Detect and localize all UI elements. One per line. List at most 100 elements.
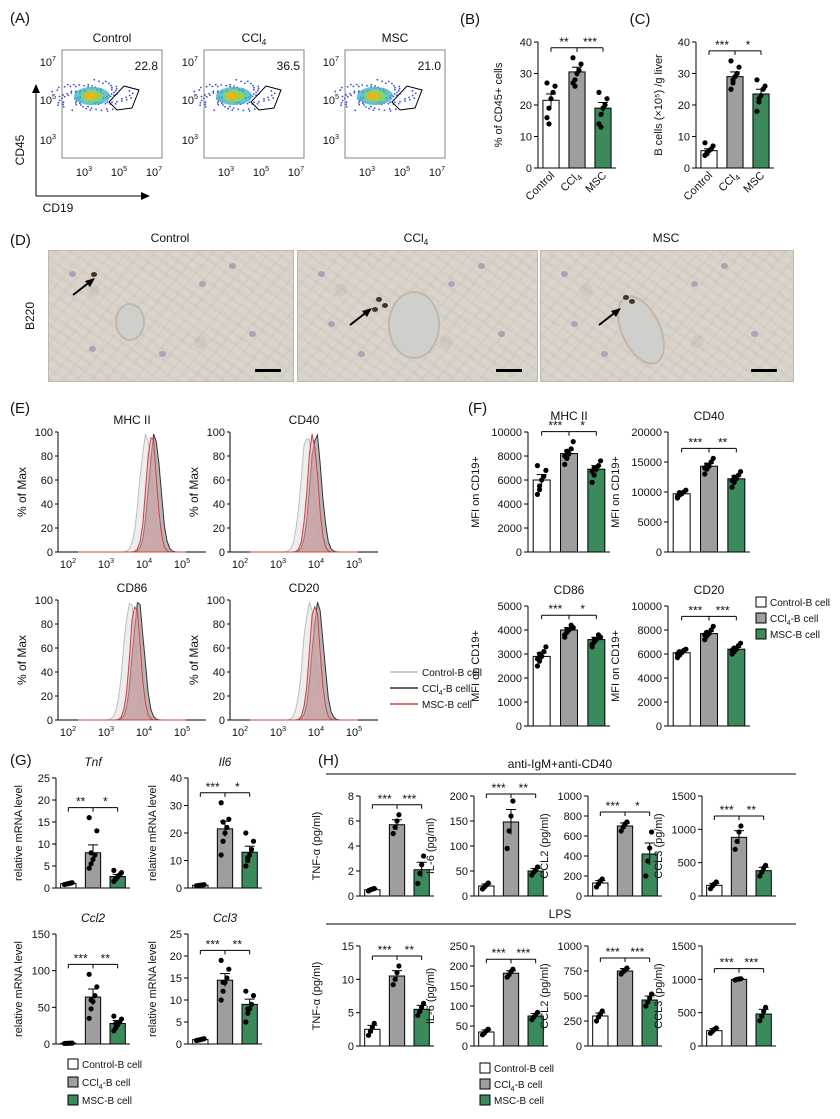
flow-event <box>80 104 82 106</box>
flow-event <box>340 104 343 107</box>
flow-event <box>370 83 373 86</box>
bar <box>727 478 746 553</box>
y-tick-label: 1000 <box>558 791 582 803</box>
flow-event <box>229 83 232 86</box>
flow-event <box>257 87 260 90</box>
bar <box>700 465 718 553</box>
data-point <box>683 646 689 652</box>
data-point <box>737 640 744 646</box>
data-point <box>510 798 516 804</box>
data-point <box>761 1008 767 1014</box>
flow-event <box>56 89 59 91</box>
panel-letter-g: (G) <box>10 752 32 769</box>
data-point <box>546 121 552 127</box>
sig-label: *** <box>206 780 220 794</box>
y-tick-label: 1000 <box>672 824 696 836</box>
histogram-title: CD20 <box>289 581 320 595</box>
data-point <box>220 819 226 825</box>
data-point <box>552 83 558 89</box>
panel-letter-b: (B) <box>460 11 480 28</box>
bar <box>672 652 691 727</box>
micrograph-ccl4 <box>297 250 538 382</box>
y-tick-label: 0 <box>462 1041 468 1053</box>
y-tick-label: 8000 <box>498 451 522 463</box>
data-point <box>589 479 595 485</box>
y-tick-label: 20 <box>41 523 53 535</box>
micrograph-title: Control <box>151 231 190 245</box>
y-tick-label: 2000 <box>498 523 522 535</box>
flow-event <box>204 94 206 96</box>
data-point <box>415 1012 421 1018</box>
y-tick-label: 20 <box>213 523 225 535</box>
histogram-title: MHC II <box>113 413 150 427</box>
data-point <box>568 446 574 452</box>
flow-event <box>350 94 353 97</box>
legend-swatch <box>67 1094 79 1106</box>
data-point <box>245 1010 251 1016</box>
data-point <box>485 1026 491 1032</box>
flow-event <box>358 103 361 106</box>
data-point <box>218 997 224 1003</box>
sig-label: *** <box>630 945 644 959</box>
y-axis-label: B cells (×10⁵) /g liver <box>653 54 665 156</box>
sig-label: *** <box>720 956 734 970</box>
gate-percentage: 36.5 <box>277 59 301 73</box>
sig-label: * <box>635 799 640 813</box>
data-point <box>572 77 578 83</box>
data-point <box>736 829 742 835</box>
data-point <box>676 649 683 655</box>
data-point <box>224 975 230 981</box>
flow-event <box>58 95 61 98</box>
y-tick-label: 105 <box>40 93 56 107</box>
data-point <box>762 1004 769 1010</box>
flow-event <box>349 92 351 95</box>
data-point <box>589 641 595 648</box>
data-point <box>757 873 763 879</box>
data-point <box>536 651 543 657</box>
y-tick-label: 50 <box>456 866 468 878</box>
x-tick-label: 105 <box>346 557 362 571</box>
y-tick-label: 8000 <box>638 625 662 637</box>
data-point <box>541 473 547 479</box>
sig-label: *** <box>206 937 220 951</box>
y-tick-label: 5 <box>348 1008 354 1020</box>
flow-event <box>233 85 236 87</box>
data-point <box>485 880 491 886</box>
flow-event <box>204 105 207 108</box>
y-tick-label: 0 <box>176 883 182 895</box>
flow-event <box>82 105 84 108</box>
flow-density-core <box>85 92 95 100</box>
y-tick-label: 107 <box>323 55 339 69</box>
chart-title: CD40 <box>694 409 725 423</box>
data-point <box>546 105 552 111</box>
sig-label: *** <box>402 792 416 806</box>
y-tick-label: 0 <box>656 547 662 559</box>
data-point <box>536 483 543 489</box>
flow-event <box>345 103 347 106</box>
flow-event <box>115 85 118 88</box>
histogram-control <box>250 601 358 721</box>
flow-event <box>246 80 249 83</box>
flow-event <box>388 108 391 110</box>
micrograph-msc <box>540 250 794 382</box>
flow-event <box>341 95 344 98</box>
histogram-control <box>78 433 186 553</box>
flow-event <box>62 103 64 106</box>
flow-event <box>397 102 400 105</box>
y-tick-label: 0 <box>690 891 696 903</box>
flow-event <box>248 110 251 112</box>
flow-event <box>357 101 360 104</box>
y-tick-label: 60 <box>213 643 225 655</box>
y-tick-label: 60 <box>41 643 53 655</box>
legend-label: Control-B cell <box>770 598 830 609</box>
data-point <box>562 453 568 459</box>
flow-event <box>69 85 72 88</box>
flow-event <box>250 82 252 85</box>
data-point <box>88 997 94 1003</box>
flow-event <box>57 104 60 107</box>
data-point <box>643 1003 649 1009</box>
flow-event <box>246 102 249 105</box>
legend-swatch <box>755 612 767 624</box>
flow-event <box>397 89 400 92</box>
flow-plot-frame <box>203 49 305 159</box>
